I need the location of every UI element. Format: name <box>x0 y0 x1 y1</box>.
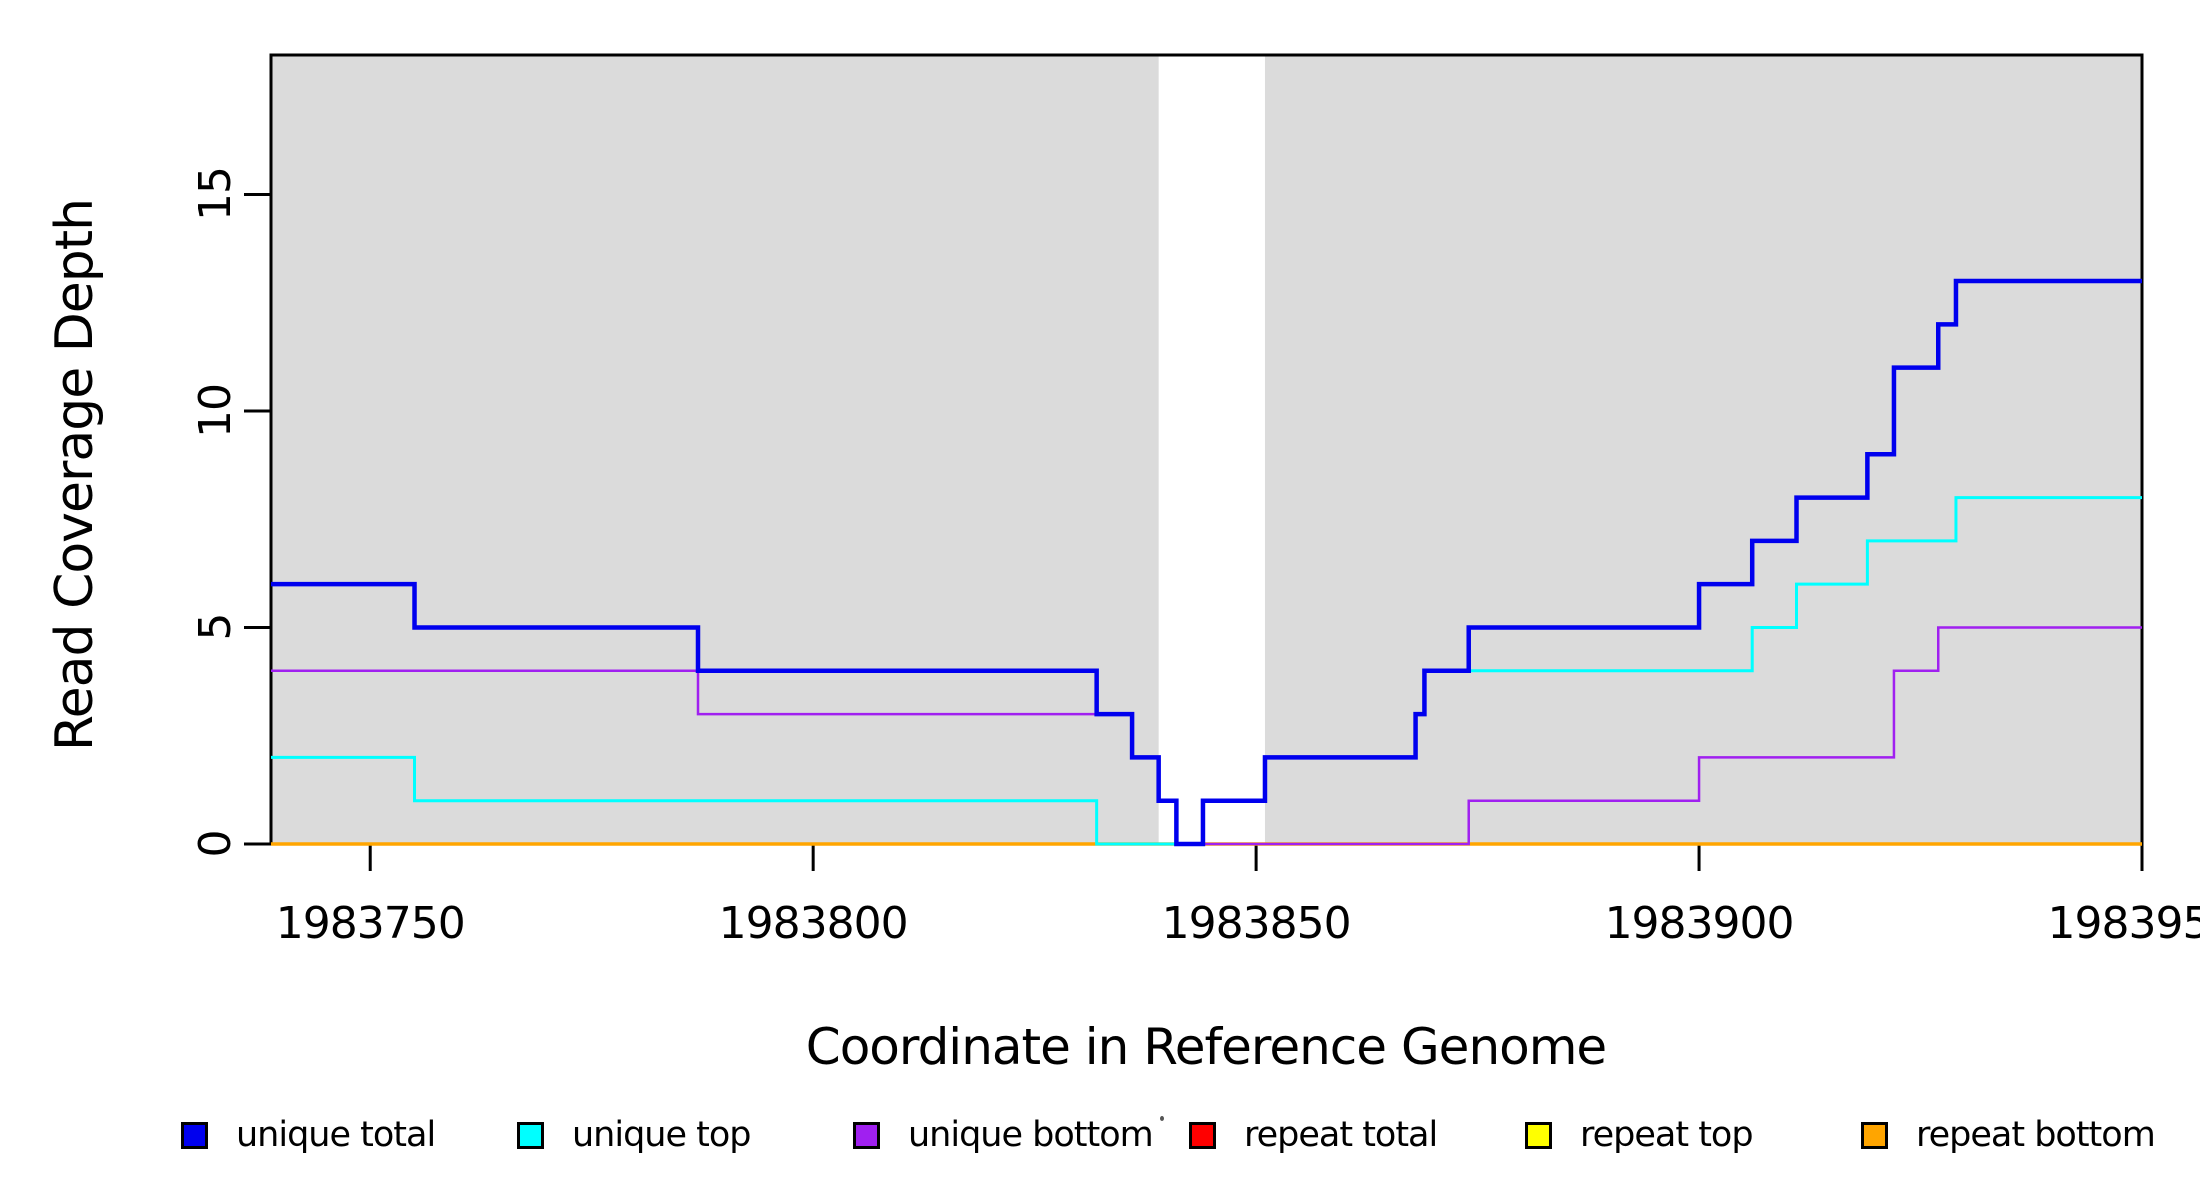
x-axis-title: Coordinate in Reference Genome <box>805 1018 1607 1076</box>
shaded-region-left <box>271 55 1159 844</box>
series-line-unique-total <box>271 278 2142 847</box>
legend-swatch-unique-total <box>181 1121 208 1149</box>
legend-item-repeat-top: repeat top <box>1525 1114 1861 1156</box>
stray-mark <box>1160 1116 1164 1121</box>
legend-label: unique top <box>572 1115 752 1155</box>
y-axis-title: Read Coverage Depth <box>45 198 105 752</box>
legend-item-repeat-total: repeat total <box>1189 1114 1525 1156</box>
legend-item-unique-bottom: unique bottom <box>853 1114 1189 1156</box>
y-tick-label: 5 <box>190 613 241 641</box>
x-tick-label: 1983850 <box>1161 898 1352 949</box>
legend: unique total unique top unique bottom re… <box>181 1114 2197 1156</box>
legend-label: repeat bottom <box>1916 1115 2156 1155</box>
legend-item-unique-total: unique total <box>181 1114 517 1156</box>
y-tick-label: 15 <box>190 167 241 222</box>
x-tick-label: 1983900 <box>1604 898 1795 949</box>
x-tick-label: 1983750 <box>275 898 466 949</box>
series-line-unique-bottom <box>271 626 2142 846</box>
y-tick-label: 10 <box>190 383 241 438</box>
legend-item-unique-top: unique top <box>517 1114 853 1156</box>
legend-label: unique bottom <box>908 1115 1154 1155</box>
legend-label: repeat total <box>1244 1115 1438 1155</box>
shaded-region-right <box>1264 55 2142 844</box>
legend-label: repeat top <box>1580 1115 1754 1155</box>
y-tick-label: 0 <box>190 830 241 858</box>
legend-swatch-repeat-top <box>1525 1121 1552 1149</box>
legend-item-repeat-bottom: repeat bottom <box>1861 1114 2197 1156</box>
legend-swatch-unique-bottom <box>853 1121 880 1149</box>
legend-label: unique total <box>236 1115 436 1155</box>
x-tick-label: 1983800 <box>718 898 909 949</box>
legend-swatch-unique-top <box>517 1121 544 1149</box>
legend-swatch-repeat-total <box>1189 1121 1216 1149</box>
legend-swatch-repeat-bottom <box>1861 1121 1888 1149</box>
